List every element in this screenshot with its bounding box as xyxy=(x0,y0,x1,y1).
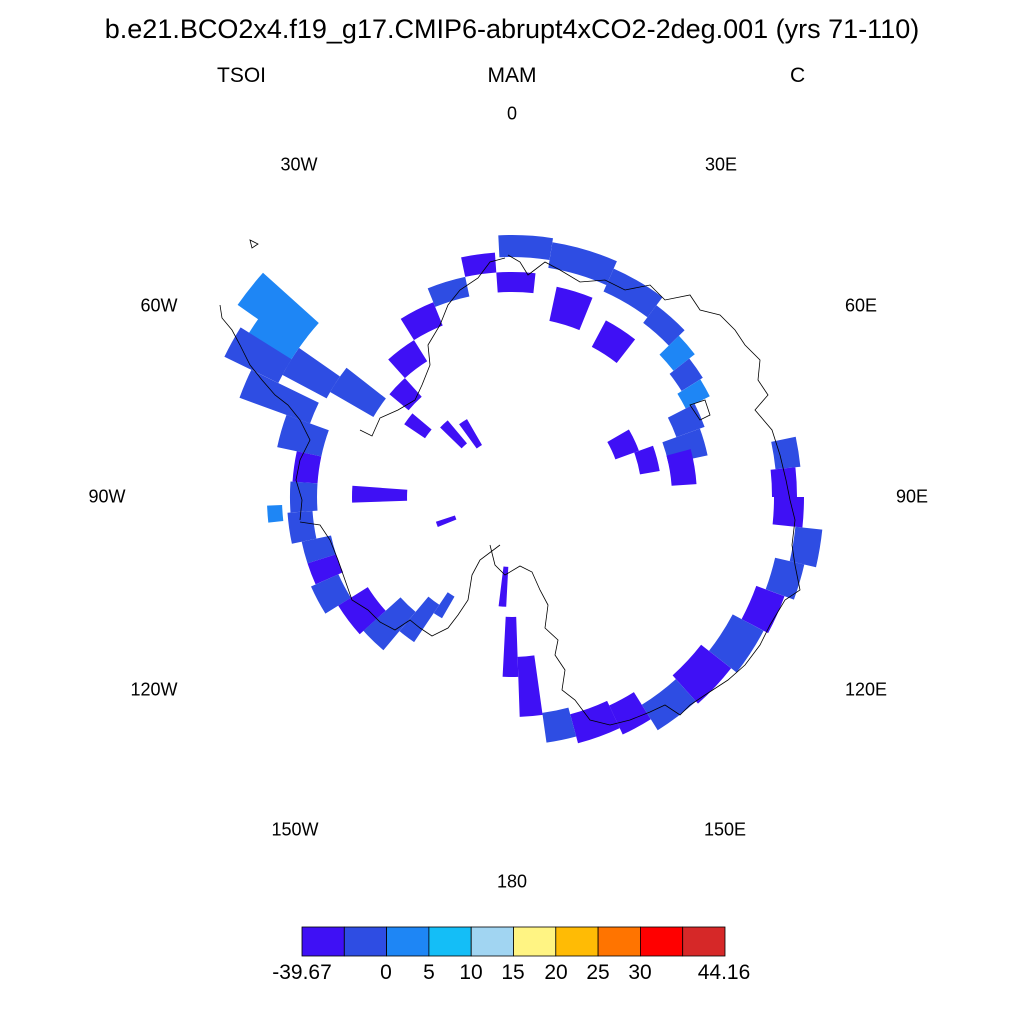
colorbar-label: 20 xyxy=(544,961,568,984)
map-cell xyxy=(363,597,416,651)
map-cell xyxy=(459,419,482,449)
coastline xyxy=(219,239,801,726)
map-cell xyxy=(292,451,322,484)
map-cell xyxy=(609,692,651,735)
plot-title: b.e21.BCO2x4.f19_g17.CMIP6-abrupt4xCO2-2… xyxy=(104,14,920,44)
longitude-label-60e: 60E xyxy=(844,295,878,316)
map-cell xyxy=(772,497,804,528)
longitude-label-120w: 120W xyxy=(130,679,178,700)
colorbar-label: 30 xyxy=(628,961,652,984)
map-cell xyxy=(548,242,617,286)
map-cell xyxy=(570,700,620,744)
longitude-label-120e: 120E xyxy=(844,679,888,700)
map-cell xyxy=(677,379,710,409)
longitude-label-60w: 60W xyxy=(140,295,178,316)
map-cell xyxy=(770,467,797,497)
colorbar-label: -39.67 xyxy=(272,961,332,984)
map-cell xyxy=(301,535,337,564)
map-cell xyxy=(427,276,470,307)
map-cell xyxy=(667,403,705,438)
map-cell xyxy=(400,302,443,341)
map-cell xyxy=(352,485,408,503)
colorbar-label: 10 xyxy=(459,961,483,984)
longitude-label-0: 0 xyxy=(506,103,518,124)
map-cell xyxy=(659,335,695,371)
map-cell xyxy=(388,340,428,379)
map-cell xyxy=(591,320,636,363)
map-cell xyxy=(307,554,343,585)
map-cell xyxy=(603,268,663,318)
map-cell xyxy=(433,592,455,619)
map-cell xyxy=(389,378,422,411)
map-cell xyxy=(404,413,432,439)
longitude-label-90e: 90E xyxy=(895,486,929,507)
map-cell xyxy=(498,566,509,607)
map-cell xyxy=(461,252,497,277)
season-label: MAM xyxy=(487,64,537,87)
map-cell xyxy=(634,445,660,475)
map-cell xyxy=(709,614,764,673)
map-cell xyxy=(277,414,329,457)
colorbar-label: 25 xyxy=(586,961,610,984)
colorbar-label: 5 xyxy=(423,961,435,984)
map-cell xyxy=(666,449,697,486)
map-cell xyxy=(282,347,340,399)
colorbar-label: 15 xyxy=(501,961,525,984)
units-label: C xyxy=(790,64,806,87)
longitude-label-90w: 90W xyxy=(88,486,126,507)
map-cell xyxy=(440,420,467,449)
map-cell xyxy=(502,616,519,678)
map-cell xyxy=(771,436,801,470)
map-cell xyxy=(237,272,319,348)
longitude-label-30w: 30W xyxy=(280,154,318,175)
map-cell xyxy=(267,505,284,523)
variable-label: TSOI xyxy=(217,64,267,87)
longitude-label-30e: 30E xyxy=(704,154,738,175)
map-cell xyxy=(765,557,805,600)
longitude-label-150w: 150W xyxy=(271,819,319,840)
map-cell xyxy=(243,306,308,367)
map-cell xyxy=(549,286,593,331)
map-cell xyxy=(789,526,823,568)
map-cell xyxy=(338,587,386,635)
map-cell xyxy=(435,515,457,527)
map-cell xyxy=(741,585,785,634)
map-cell xyxy=(311,574,351,614)
map-cell xyxy=(542,707,577,743)
map-cell xyxy=(289,481,318,513)
map-cell xyxy=(498,235,553,260)
map-cell xyxy=(669,358,703,391)
map-cell xyxy=(224,327,292,383)
map-cell xyxy=(672,644,732,704)
map-cell xyxy=(496,271,536,294)
map-cell xyxy=(330,367,386,417)
soil-temperature-cells xyxy=(224,235,823,744)
map-cell xyxy=(239,369,319,424)
colorbar-label: 44.16 xyxy=(697,961,751,984)
colorbar-label: 0 xyxy=(380,961,392,984)
map-cell xyxy=(607,429,639,460)
map-cell xyxy=(287,511,317,544)
map-cell xyxy=(517,655,543,717)
map-cell xyxy=(641,679,696,731)
map-cell xyxy=(399,596,440,643)
map-cell xyxy=(643,305,685,346)
longitude-label-150e: 150E xyxy=(703,819,747,840)
longitude-label-180: 180 xyxy=(496,871,528,892)
